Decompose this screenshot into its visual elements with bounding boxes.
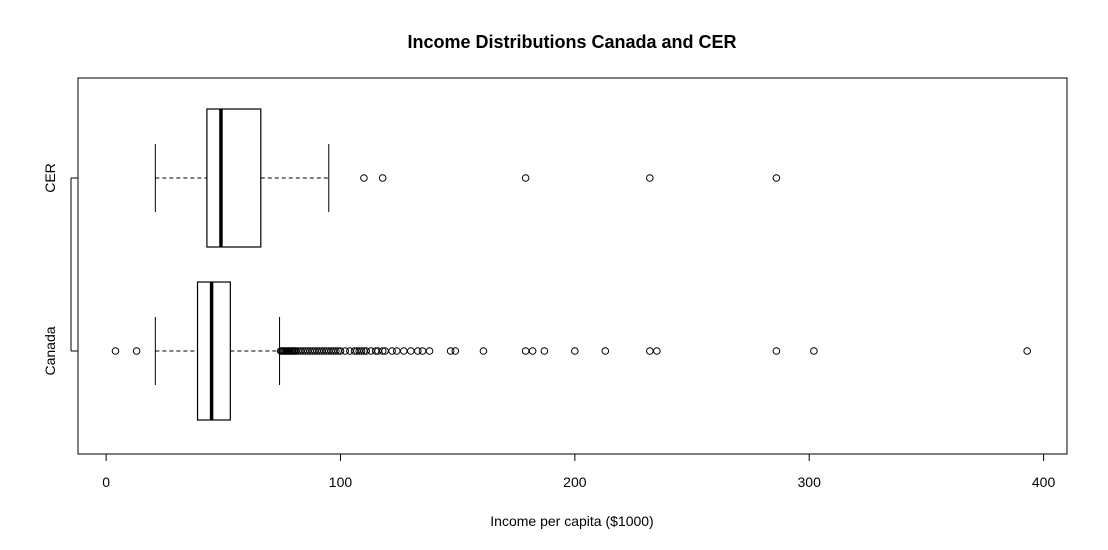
outlier-point-canada bbox=[378, 347, 387, 355]
box-canada bbox=[196, 281, 231, 421]
x-axis: 0 100 200 300 400 bbox=[102, 453, 1056, 490]
outlier-point-canada bbox=[418, 347, 427, 355]
x-tick-label: 400 bbox=[1032, 474, 1056, 490]
y-tick-label-cer: CER bbox=[42, 163, 58, 193]
x-axis-label: Income per capita ($1000) bbox=[490, 513, 653, 529]
outlier-point-cer bbox=[772, 174, 781, 182]
x-tick-label: 0 bbox=[102, 474, 110, 490]
outlier-point-canada bbox=[406, 347, 415, 355]
outlier-point-canada bbox=[357, 347, 366, 355]
outlier-point-cer bbox=[646, 174, 654, 182]
x-tick-label: 200 bbox=[563, 474, 587, 490]
outlier-point-canada bbox=[341, 347, 349, 355]
outlier-point-canada bbox=[646, 347, 654, 355]
outlier-point-canada bbox=[528, 347, 537, 355]
outlier-point-canada bbox=[336, 347, 345, 355]
outlier-point-canada bbox=[451, 347, 460, 355]
outlier-point-canada bbox=[479, 347, 488, 355]
outlier-point-canada bbox=[392, 347, 401, 355]
outlier-point-canada bbox=[111, 347, 120, 355]
boxes-layer bbox=[111, 108, 1031, 421]
y-tick-label-canada: Canada bbox=[42, 326, 58, 375]
outlier-point-cer bbox=[521, 174, 530, 182]
outlier-point-canada bbox=[521, 347, 530, 355]
outlier-point-canada bbox=[446, 347, 455, 355]
outlier-point-canada bbox=[331, 347, 340, 355]
box-cer bbox=[206, 108, 262, 248]
outlier-point-canada bbox=[399, 347, 408, 355]
outlier-point-canada bbox=[1023, 347, 1031, 355]
outlier-point-canada bbox=[362, 347, 371, 355]
chart-title: Income Distributions Canada and CER bbox=[407, 32, 736, 52]
outlier-point-canada bbox=[653, 347, 661, 355]
outlier-point-canada bbox=[425, 347, 434, 355]
outlier-point-canada bbox=[414, 347, 422, 355]
outlier-point-canada bbox=[132, 347, 141, 355]
outlier-point-canada bbox=[601, 347, 610, 355]
outlier-point-canada bbox=[388, 347, 396, 355]
x-tick-label: 300 bbox=[798, 474, 822, 490]
outlier-point-cer bbox=[360, 174, 368, 182]
x-tick-label: 100 bbox=[329, 474, 353, 490]
outlier-point-canada bbox=[810, 347, 818, 355]
outlier-point-cer bbox=[378, 174, 387, 182]
outlier-point-canada bbox=[571, 347, 579, 355]
y-axis: Canada CER bbox=[42, 163, 78, 376]
outlier-point-canada bbox=[540, 347, 549, 355]
outlier-point-canada bbox=[772, 347, 781, 355]
